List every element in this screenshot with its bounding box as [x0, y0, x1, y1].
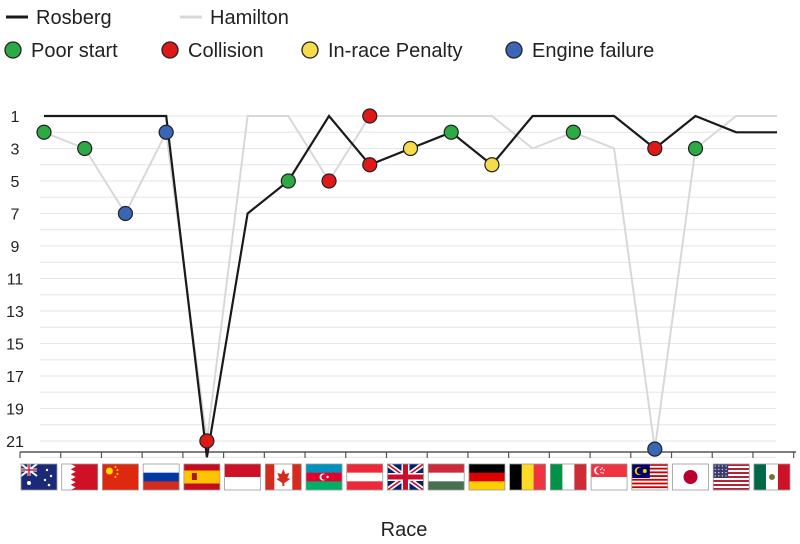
legend-item-rosberg: Rosberg	[6, 7, 112, 29]
y-tick-label: 11	[7, 272, 24, 289]
flag-germany-icon	[468, 463, 506, 491]
flag-canada-icon	[264, 463, 302, 491]
y-tick-label: 5	[11, 174, 20, 191]
x-axis-title: Race	[381, 519, 428, 541]
event-marker-poor-start	[36, 124, 52, 140]
legend-item-collision: Collision	[161, 40, 264, 62]
flag-mexico-icon	[753, 463, 791, 491]
flag-malaysia-icon	[631, 463, 669, 491]
flag-monaco-icon	[224, 463, 262, 491]
flag-hungary-icon	[427, 463, 465, 491]
flag-japan-icon	[672, 463, 709, 491]
event-marker-in-race-penalty	[402, 140, 419, 157]
event-marker-poor-start	[687, 140, 704, 157]
event-marker-collision	[199, 433, 215, 449]
grid	[40, 115, 776, 458]
event-marker-poor-start	[280, 173, 296, 189]
event-marker-collision	[647, 140, 663, 157]
legend-label: Rosberg	[36, 7, 112, 29]
y-tick-label: 1	[11, 109, 20, 126]
legend-item-in-race-penalty: In-race Penalty	[301, 40, 463, 62]
flag-russia-icon	[142, 463, 180, 491]
event-marker-engine-failure	[647, 441, 663, 457]
event-marker-in-race-penalty	[484, 157, 500, 173]
legend-item-poor-start: Poor start	[4, 40, 118, 62]
event-marker-collision	[362, 157, 378, 173]
legend-label: Engine failure	[532, 40, 654, 62]
legend-item-engine-failure: Engine failure	[505, 40, 654, 62]
series-lines	[43, 114, 777, 458]
y-tick-label: 13	[6, 304, 24, 321]
legend-label: Poor start	[31, 40, 118, 62]
y-tick-label: 7	[11, 207, 20, 224]
flag-singapore-icon	[590, 463, 628, 491]
y-tick-label: 9	[11, 239, 20, 256]
series-line-hamilton	[43, 115, 777, 450]
event-marker-poor-start	[565, 124, 581, 140]
flag-austria-icon	[346, 463, 384, 491]
y-tick-label: 21	[6, 434, 24, 451]
legend-label: Collision	[188, 40, 264, 62]
series-line-rosberg	[44, 114, 777, 458]
legend-label: In-race Penalty	[328, 40, 463, 62]
event-markers	[36, 108, 704, 457]
flag-australia-icon	[20, 463, 58, 491]
event-marker-collision	[362, 108, 378, 124]
legend-marker-swatch	[505, 41, 523, 59]
flag-italy-icon	[549, 463, 587, 491]
event-marker-collision	[321, 173, 337, 189]
flag-great-britain-icon	[387, 463, 424, 491]
y-tick-label: 17	[6, 369, 24, 386]
y-tick-label: 15	[6, 337, 24, 354]
y-tick-label: 3	[11, 142, 20, 159]
flag-azerbaijan-icon	[305, 463, 343, 491]
flag-china-icon	[102, 463, 139, 491]
legend-item-hamilton: Hamilton	[180, 7, 289, 29]
legend-label: Hamilton	[210, 7, 289, 29]
flag-bahrain-icon	[61, 463, 99, 491]
event-marker-engine-failure	[158, 124, 174, 140]
legend-marker-swatch	[301, 41, 319, 59]
flag-usa-icon	[712, 463, 750, 491]
flag-spain-icon	[183, 463, 221, 491]
y-tick-label: 19	[6, 402, 24, 419]
event-marker-poor-start	[443, 124, 459, 140]
race-flags	[20, 463, 791, 491]
x-axis	[19, 451, 796, 458]
legend: Rosberg Hamilton Poor start Collision In-rac…	[4, 7, 654, 62]
legend-marker-swatch	[161, 41, 179, 59]
event-marker-poor-start	[77, 140, 93, 157]
flag-belgium-icon	[509, 463, 547, 491]
legend-marker-swatch	[4, 41, 22, 59]
event-marker-engine-failure	[117, 205, 134, 222]
